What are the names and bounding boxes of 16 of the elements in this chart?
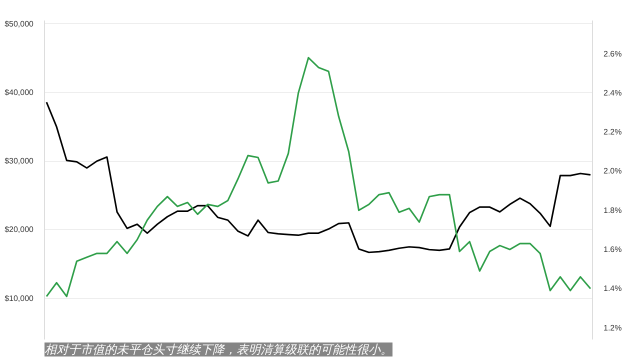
y2-tick-label: 1.4% (604, 284, 622, 294)
y2-tick-label: 2.6% (604, 49, 622, 58)
y2-tick-label: 1.8% (604, 206, 622, 215)
y2-tick-label: 1.2% (604, 323, 622, 332)
line-series (46, 56, 592, 298)
line-series (46, 101, 592, 254)
y-tick-label: $20,000 (4, 225, 34, 234)
y-tick-label: $10,000 (4, 294, 34, 303)
y-tick-label: $30,000 (4, 156, 34, 166)
y2-tick-label: 2.2% (604, 128, 622, 137)
y2-tick-label: 2.0% (604, 166, 622, 176)
y-tick-label: $40,000 (4, 88, 34, 98)
y-tick-label: $50,000 (4, 19, 34, 28)
y2-tick-label: 1.6% (604, 244, 622, 254)
y2-tick-label: 2.4% (604, 88, 622, 98)
text: 相对于市值的未平仓头寸继续下降，表明清算级联的可能性很小。 (44, 342, 392, 356)
